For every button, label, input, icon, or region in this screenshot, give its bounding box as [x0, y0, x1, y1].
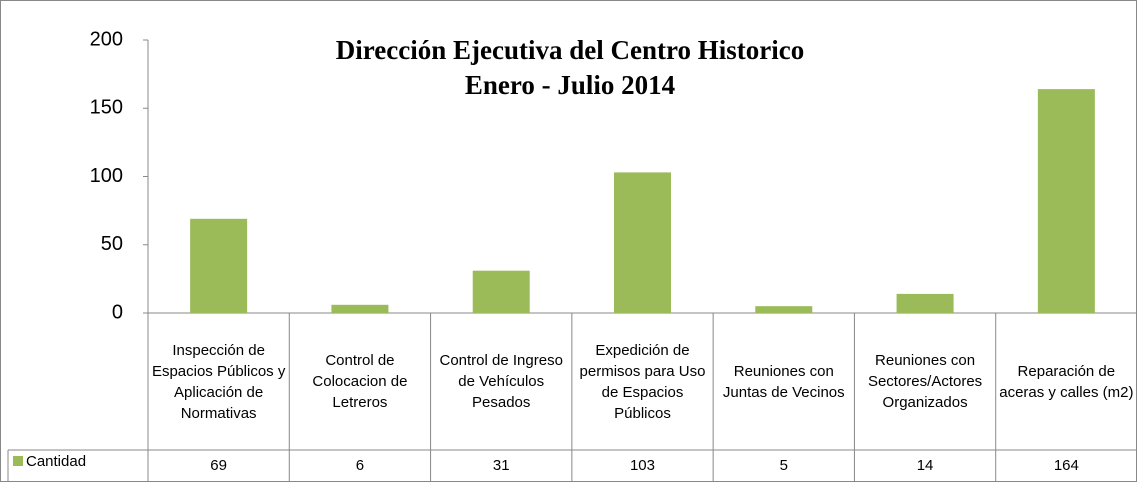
table-value: 31: [492, 457, 510, 474]
category-label: Reuniones con Sectores/Actores Organizad…: [867, 352, 983, 411]
y-tick-label: 100: [90, 165, 123, 187]
table-value: 69: [210, 457, 227, 474]
y-tick-label: 150: [90, 97, 123, 119]
bar: [190, 218, 248, 313]
bar: [614, 172, 671, 313]
category-label: Control de Ingreso de Vehículos Pesados: [439, 352, 563, 411]
y-tick-label: 0: [112, 301, 123, 323]
legend-key: [13, 456, 23, 466]
category-label: Expedición de permisos para Uso de Espac…: [579, 341, 706, 422]
bar: [331, 304, 389, 313]
bar: [472, 270, 530, 313]
category-label: Control de Colocacion de Letreros: [312, 352, 408, 411]
bar: [1037, 89, 1095, 313]
table-value: 164: [1053, 457, 1079, 474]
category-label: Reuniones con Juntas de Vecinos: [722, 362, 845, 401]
y-tick-label: 50: [101, 233, 123, 255]
table-value: 6: [355, 457, 365, 474]
bar: [896, 293, 954, 313]
y-tick-label: 200: [90, 28, 123, 50]
chart-subtitle: Enero - Julio 2014: [465, 70, 675, 100]
chart-title: Dirección Ejecutiva del Centro Historico: [336, 35, 804, 65]
category-label: Reparación de aceras y calles (m2): [999, 362, 1134, 401]
bar: [755, 306, 813, 313]
table-value: 14: [916, 457, 934, 474]
table-value: 5: [779, 457, 788, 474]
table-value: 103: [629, 457, 655, 474]
legend-label: Cantidad: [26, 453, 86, 470]
category-label: Inspección de Espacios Públicos y Aplica…: [151, 341, 286, 422]
